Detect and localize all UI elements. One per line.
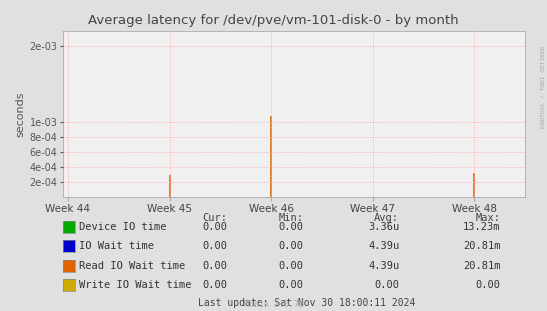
- Text: Device IO time: Device IO time: [79, 222, 167, 232]
- Text: 0.00: 0.00: [202, 261, 227, 271]
- Text: Write IO Wait time: Write IO Wait time: [79, 280, 192, 290]
- Text: 4.39u: 4.39u: [368, 241, 399, 251]
- Text: 0.00: 0.00: [202, 280, 227, 290]
- Y-axis label: seconds: seconds: [15, 91, 25, 137]
- Text: 0.00: 0.00: [202, 241, 227, 251]
- Text: 0.00: 0.00: [202, 222, 227, 232]
- Text: Cur:: Cur:: [202, 213, 227, 223]
- Text: Min:: Min:: [278, 213, 304, 223]
- Text: 13.23m: 13.23m: [463, 222, 501, 232]
- Text: Read IO Wait time: Read IO Wait time: [79, 261, 185, 271]
- Text: IO Wait time: IO Wait time: [79, 241, 154, 251]
- Text: 0.00: 0.00: [374, 280, 399, 290]
- Text: Avg:: Avg:: [374, 213, 399, 223]
- Text: Average latency for /dev/pve/vm-101-disk-0 - by month: Average latency for /dev/pve/vm-101-disk…: [88, 14, 459, 27]
- Text: 0.00: 0.00: [475, 280, 501, 290]
- Text: 0.00: 0.00: [278, 280, 304, 290]
- Text: 4.39u: 4.39u: [368, 261, 399, 271]
- Text: 0.00: 0.00: [278, 222, 304, 232]
- Text: 3.36u: 3.36u: [368, 222, 399, 232]
- Text: 20.81m: 20.81m: [463, 241, 501, 251]
- Text: RRDTOOL / TOBI OETIKER: RRDTOOL / TOBI OETIKER: [541, 46, 546, 128]
- Text: 20.81m: 20.81m: [463, 261, 501, 271]
- Text: Munin 2.0.75: Munin 2.0.75: [243, 300, 304, 309]
- Text: Last update: Sat Nov 30 18:00:11 2024: Last update: Sat Nov 30 18:00:11 2024: [197, 298, 415, 308]
- Text: Max:: Max:: [475, 213, 501, 223]
- Text: 0.00: 0.00: [278, 241, 304, 251]
- Text: 0.00: 0.00: [278, 261, 304, 271]
